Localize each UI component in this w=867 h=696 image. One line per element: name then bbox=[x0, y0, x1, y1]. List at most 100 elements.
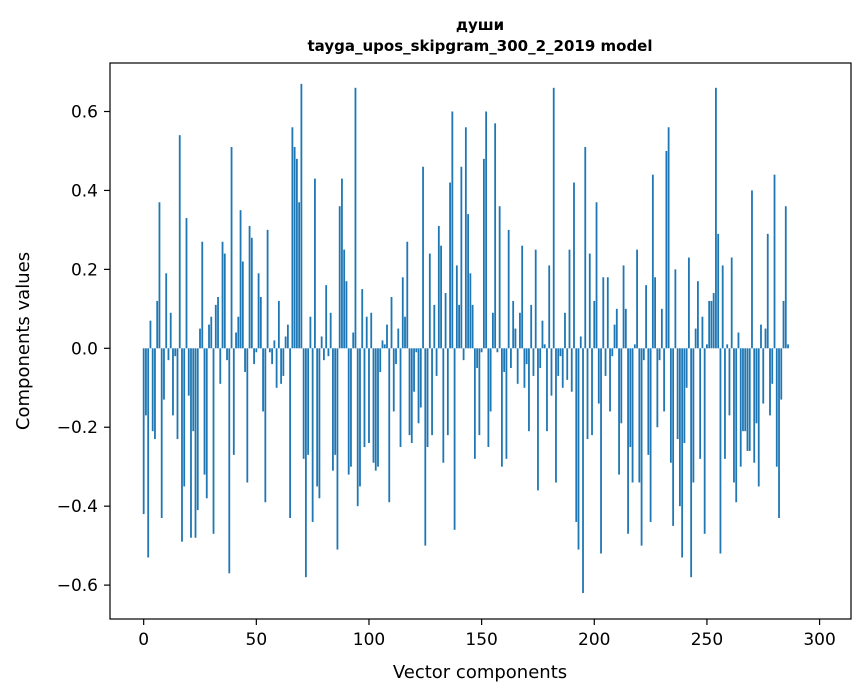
bar-119 bbox=[410, 348, 413, 444]
bar-217 bbox=[631, 348, 634, 483]
bar-124 bbox=[422, 166, 424, 349]
bar-165 bbox=[514, 328, 517, 349]
y-tick-label: −0.2 bbox=[57, 418, 98, 438]
bar-161 bbox=[505, 348, 508, 459]
bar-86 bbox=[336, 348, 339, 550]
bar-50 bbox=[255, 348, 258, 353]
bar-256 bbox=[719, 348, 722, 554]
bar-260 bbox=[728, 348, 731, 416]
bar-280 bbox=[773, 174, 776, 349]
bar-195 bbox=[582, 348, 584, 593]
bar-226 bbox=[651, 174, 654, 349]
bar-71 bbox=[302, 348, 305, 459]
bar-175 bbox=[537, 348, 539, 491]
bar-230 bbox=[660, 308, 663, 349]
bar-152 bbox=[485, 111, 488, 349]
bar-204 bbox=[602, 277, 605, 349]
x-axis-ticks: 0 50 100 150 200 250 300 bbox=[138, 619, 836, 650]
bar-74 bbox=[309, 316, 312, 349]
y-tick-label: 0.0 bbox=[71, 339, 98, 359]
bar-259 bbox=[726, 344, 729, 349]
bar-283 bbox=[780, 348, 783, 400]
bar-77 bbox=[316, 348, 319, 487]
bar-127 bbox=[428, 253, 431, 349]
bar-42 bbox=[237, 316, 240, 349]
bar-245 bbox=[694, 328, 697, 349]
bar-62 bbox=[282, 348, 285, 376]
bar-4 bbox=[151, 348, 154, 432]
bar-32 bbox=[214, 304, 217, 349]
bar-221 bbox=[640, 348, 643, 546]
bar-48 bbox=[250, 237, 253, 349]
bar-285 bbox=[784, 206, 787, 349]
bar-164 bbox=[512, 300, 515, 349]
bar-273 bbox=[757, 348, 760, 487]
bar-95 bbox=[356, 348, 359, 507]
bar-70 bbox=[300, 83, 303, 349]
bar-148 bbox=[476, 348, 479, 369]
bar-19 bbox=[185, 218, 188, 349]
bar-214 bbox=[624, 308, 627, 349]
bar-128 bbox=[431, 348, 433, 436]
bar-41 bbox=[235, 332, 237, 349]
bar-203 bbox=[600, 348, 602, 554]
bar-78 bbox=[318, 348, 321, 499]
bar-56 bbox=[268, 348, 271, 353]
bar-99 bbox=[365, 316, 368, 349]
bar-66 bbox=[291, 127, 294, 349]
bar-117 bbox=[406, 241, 409, 349]
bar-279 bbox=[771, 348, 774, 384]
bar-87 bbox=[338, 206, 341, 349]
bar-269 bbox=[748, 348, 751, 451]
bar-38 bbox=[228, 348, 231, 574]
bar-253 bbox=[712, 293, 715, 349]
bar-57 bbox=[271, 348, 273, 365]
y-axis-ticks: −0.6 −0.4 −0.2 0.0 0.2 0.4 0.6 bbox=[57, 103, 110, 596]
bar-178 bbox=[543, 344, 546, 349]
bar-237 bbox=[676, 348, 679, 440]
bar-162 bbox=[507, 229, 510, 349]
bar-126 bbox=[426, 348, 429, 447]
bar-228 bbox=[656, 348, 659, 428]
bar-28 bbox=[205, 348, 208, 499]
bar-146 bbox=[471, 304, 474, 349]
bar-5 bbox=[154, 348, 156, 440]
bar-189 bbox=[568, 249, 571, 349]
bar-187 bbox=[564, 312, 566, 349]
bar-172 bbox=[530, 304, 533, 349]
bar-140 bbox=[458, 304, 460, 349]
bar-243 bbox=[690, 348, 693, 578]
bar-35 bbox=[221, 241, 224, 349]
bar-115 bbox=[401, 277, 404, 349]
bar-9 bbox=[163, 348, 165, 400]
bar-135 bbox=[446, 348, 449, 436]
bar-133 bbox=[442, 348, 445, 463]
bar-184 bbox=[557, 348, 560, 376]
bar-180 bbox=[548, 265, 551, 349]
bar-154 bbox=[489, 348, 492, 412]
bar-181 bbox=[550, 348, 553, 396]
bar-218 bbox=[633, 344, 636, 349]
bar-239 bbox=[681, 348, 684, 558]
bar-40 bbox=[232, 348, 235, 455]
bar-192 bbox=[575, 348, 578, 522]
bar-13 bbox=[172, 348, 174, 416]
y-tick-label: −0.6 bbox=[57, 576, 98, 596]
bar-84 bbox=[332, 348, 334, 471]
bar-248 bbox=[701, 316, 704, 349]
bar-3 bbox=[149, 320, 152, 349]
bar-132 bbox=[440, 245, 442, 349]
bar-130 bbox=[435, 348, 438, 376]
bar-116 bbox=[404, 316, 406, 349]
x-tick-label: 150 bbox=[465, 630, 497, 650]
bar-185 bbox=[559, 348, 562, 357]
bar-183 bbox=[555, 348, 557, 483]
bar-206 bbox=[606, 277, 609, 349]
bar-44 bbox=[241, 261, 244, 349]
bar-98 bbox=[363, 348, 366, 447]
bar-209 bbox=[613, 324, 616, 349]
bar-1 bbox=[145, 348, 147, 416]
bar-65 bbox=[289, 348, 292, 518]
bar-46 bbox=[246, 348, 249, 483]
bar-68 bbox=[295, 158, 298, 349]
